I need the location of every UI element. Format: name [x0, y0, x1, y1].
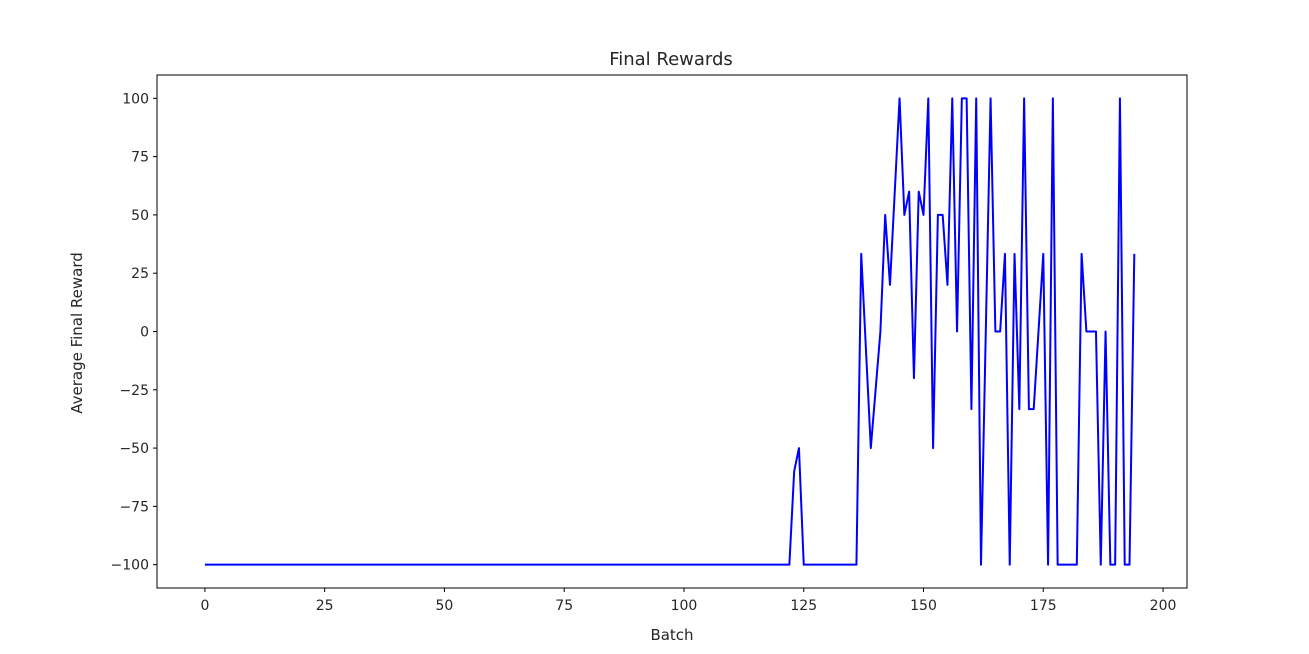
x-tick-label: 100 [671, 598, 698, 614]
chart-title: Final Rewards [609, 49, 733, 70]
x-tick-label: 0 [200, 598, 209, 614]
x-tick-label: 175 [1030, 598, 1057, 614]
plot-area [204, 97, 1136, 566]
y-tick-label: 75 [131, 150, 149, 166]
y-axis: −100 −75 −50 −25 0 25 50 75 100 [111, 91, 157, 574]
x-tick-label: 150 [910, 598, 937, 614]
y-tick-label: 25 [131, 266, 149, 282]
x-tick-label: 200 [1150, 598, 1177, 614]
x-tick-label: 75 [555, 598, 573, 614]
y-tick-label: −100 [111, 558, 149, 574]
series-line-0 [204, 97, 1136, 566]
x-axis-label: Batch [650, 626, 693, 644]
x-tick-label: 25 [316, 598, 334, 614]
x-axis: 0 25 50 75 100 125 150 175 200 [200, 588, 1176, 614]
y-tick-label: 0 [140, 325, 149, 341]
y-tick-label: 100 [122, 91, 149, 107]
x-tick-label: 125 [790, 598, 817, 614]
x-tick-label: 50 [436, 598, 454, 614]
y-tick-label: −25 [119, 383, 149, 399]
y-tick-label: 50 [131, 208, 149, 224]
y-tick-label: −75 [119, 499, 149, 515]
y-axis-label: Average Final Reward [68, 252, 86, 414]
y-tick-label: −50 [119, 441, 149, 457]
